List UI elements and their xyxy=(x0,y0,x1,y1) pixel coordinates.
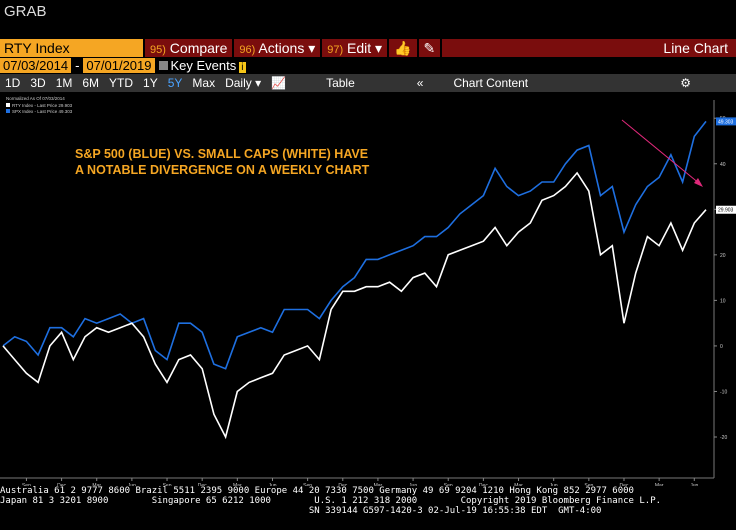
x-tick-label: Mar xyxy=(233,483,242,486)
back-button[interactable]: « xyxy=(416,76,424,90)
range-button[interactable]: 6M xyxy=(82,76,100,90)
range-button[interactable]: Daily ▾ xyxy=(225,76,262,90)
table-button[interactable]: Table xyxy=(326,76,355,90)
series-line xyxy=(2,171,707,440)
range-button[interactable]: Max xyxy=(192,76,216,90)
button[interactable]: 97) Edit ▾ xyxy=(322,39,388,57)
button[interactable]: 95) Compare xyxy=(145,39,233,57)
thumb-icon[interactable]: 👍 xyxy=(389,39,417,57)
x-tick-label: Jun xyxy=(128,483,136,486)
info-icon[interactable]: i xyxy=(239,62,246,73)
footer-line: Japan 81 3 3201 8900 Singapore 65 6212 1… xyxy=(0,496,662,506)
title-bar: GRAB xyxy=(0,0,736,38)
code: 95) xyxy=(150,44,166,56)
x-tick-label: Sep xyxy=(163,483,172,486)
code: 97) xyxy=(327,44,344,56)
x-tick-label: Sep xyxy=(584,483,593,486)
button[interactable]: 96) Actions ▾ xyxy=(234,39,321,57)
key-events[interactable]: Key Events i xyxy=(158,58,246,73)
x-tick-label: Jun xyxy=(409,483,417,486)
legend-entry: RTY Index - Last Price 29.903 xyxy=(12,103,73,108)
legend-title: Normalized As Of 07/03/2014 xyxy=(6,96,65,101)
last-value-box xyxy=(716,117,736,126)
range-button[interactable]: 1M xyxy=(55,76,73,90)
footer-line: Australia 61 2 9777 8600 Brazil 5511 239… xyxy=(0,486,634,496)
x-tick-label: Dec xyxy=(57,483,66,486)
x-tick-label: Sep xyxy=(444,483,453,486)
separator: - xyxy=(75,58,80,73)
x-tick-label: Mar xyxy=(374,483,383,486)
footer-line: SN 339144 G597-1420-3 02-Jul-19 16:55:38… xyxy=(0,506,602,516)
x-tick-label: Dec xyxy=(620,483,629,486)
range-button[interactable]: 1Y xyxy=(143,76,158,90)
label: Actions ▾ xyxy=(258,40,316,56)
x-tick-label: Sep xyxy=(22,483,31,486)
y-tick-label: 10 xyxy=(720,298,726,304)
y-tick-label: 40 xyxy=(720,162,726,168)
label: Key Events xyxy=(170,58,237,73)
arrow xyxy=(621,119,701,185)
footer: Australia 61 2 9777 8600 Brazil 5511 239… xyxy=(0,486,736,516)
x-tick-label: Mar xyxy=(514,483,523,486)
checkbox[interactable] xyxy=(158,61,168,70)
toolbar: RTY Index 95) Compare 96) Actions ▾ 97) … xyxy=(0,39,736,57)
range-button[interactable]: 5Y xyxy=(167,76,183,90)
code: 96) xyxy=(239,44,256,56)
chart-icon[interactable]: 📈 xyxy=(271,76,287,90)
last-value-label: 49.303 xyxy=(718,119,734,125)
x-tick-label: Mar xyxy=(655,483,664,486)
x-tick-label: Jun xyxy=(690,483,698,486)
arrow-head xyxy=(694,178,703,187)
last-value-box xyxy=(716,205,736,214)
series-line xyxy=(2,120,707,370)
y-tick-label: -10 xyxy=(720,389,727,395)
x-tick-label: Dec xyxy=(338,483,347,486)
range-button[interactable]: 3D xyxy=(30,76,46,90)
title: GRAB xyxy=(4,3,47,20)
x-tick-label: Sep xyxy=(303,483,312,486)
y-tick-label: 20 xyxy=(720,253,726,259)
x-tick-label: Mar xyxy=(92,483,101,486)
x-tick-label: Jun xyxy=(268,483,276,486)
legend-entry: SPX Index - Last Price 49.303 xyxy=(12,109,73,114)
label: Edit ▾ xyxy=(347,40,383,56)
chart-content-button[interactable]: Chart Content xyxy=(453,76,529,90)
flag-icon[interactable]: ✎ xyxy=(418,39,441,57)
start-date[interactable]: 07/03/2014 xyxy=(0,58,72,73)
date-row: 07/03/2014 - 07/01/2019 Key Events i xyxy=(0,57,736,74)
security-field[interactable]: RTY Index xyxy=(0,39,143,57)
label: Compare xyxy=(169,40,228,56)
x-tick-label: Dec xyxy=(479,483,488,486)
view-name: Line Chart xyxy=(442,39,736,57)
settings-icon[interactable]: ⚙ xyxy=(680,76,691,90)
y-tick-label: -20 xyxy=(720,435,727,441)
range-button[interactable]: 1D xyxy=(5,76,21,90)
annotation: S&P 500 (BLUE) VS. SMALL CAPS (WHITE) HA… xyxy=(75,147,368,161)
last-value-label: 29.903 xyxy=(718,208,734,214)
x-tick-label: Jun xyxy=(550,483,558,486)
annotation: A NOTABLE DIVERGENCE ON A WEEKLY CHART xyxy=(75,163,370,177)
range-button[interactable]: YTD xyxy=(109,76,134,90)
y-tick-label: 0 xyxy=(720,344,723,350)
end-date[interactable]: 07/01/2019 xyxy=(83,58,155,73)
chart: -20-1001020304050SepDecMarJunSepDecMarJu… xyxy=(0,96,736,486)
legend-swatch xyxy=(6,103,10,107)
legend-swatch xyxy=(6,109,10,113)
range-bar: 1D 3D 1M 6M YTD 1Y 5Y Max Daily ▾ 📈 Table « Chart Co… xyxy=(0,74,736,92)
x-tick-label: Dec xyxy=(198,483,207,486)
